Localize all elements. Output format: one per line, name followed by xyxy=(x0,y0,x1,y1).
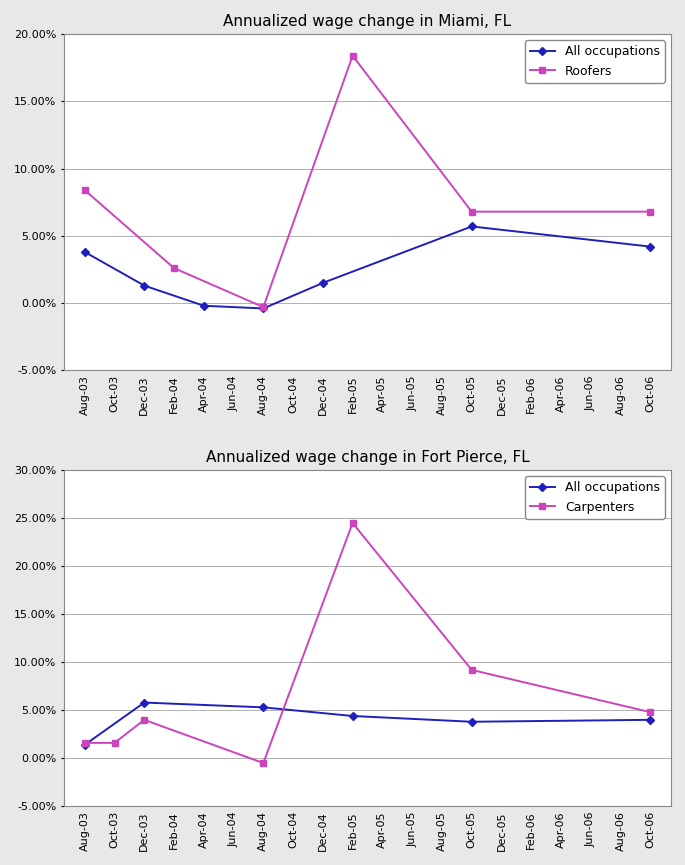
Title: Annualized wage change in Fort Pierce, FL: Annualized wage change in Fort Pierce, F… xyxy=(206,450,530,465)
All occupations xyxy=(140,280,149,291)
Carpenters xyxy=(259,758,267,768)
All occupations xyxy=(259,702,267,713)
All occupations xyxy=(81,247,89,257)
Line: Roofers: Roofers xyxy=(82,53,653,310)
All occupations xyxy=(349,711,357,721)
Legend: All occupations, Carpenters: All occupations, Carpenters xyxy=(525,477,665,519)
All occupations xyxy=(468,221,476,232)
Roofers xyxy=(259,302,267,312)
All occupations xyxy=(81,740,89,750)
Roofers xyxy=(349,50,357,61)
All occupations xyxy=(646,714,654,725)
Roofers xyxy=(468,207,476,217)
Carpenters xyxy=(349,518,357,529)
Carpenters xyxy=(140,714,149,725)
Line: All occupations: All occupations xyxy=(82,224,653,311)
Line: All occupations: All occupations xyxy=(82,700,653,747)
Line: Carpenters: Carpenters xyxy=(82,520,653,766)
All occupations xyxy=(259,304,267,314)
Title: Annualized wage change in Miami, FL: Annualized wage change in Miami, FL xyxy=(223,14,512,29)
Legend: All occupations, Roofers: All occupations, Roofers xyxy=(525,41,665,83)
All occupations xyxy=(319,278,327,288)
All occupations xyxy=(140,697,149,708)
All occupations xyxy=(646,241,654,252)
Carpenters xyxy=(81,738,89,748)
Carpenters xyxy=(468,664,476,675)
All occupations xyxy=(200,300,208,311)
Roofers xyxy=(646,207,654,217)
Roofers xyxy=(170,263,178,273)
All occupations xyxy=(468,716,476,727)
Carpenters xyxy=(646,707,654,717)
Carpenters xyxy=(110,738,119,748)
Roofers xyxy=(81,185,89,195)
